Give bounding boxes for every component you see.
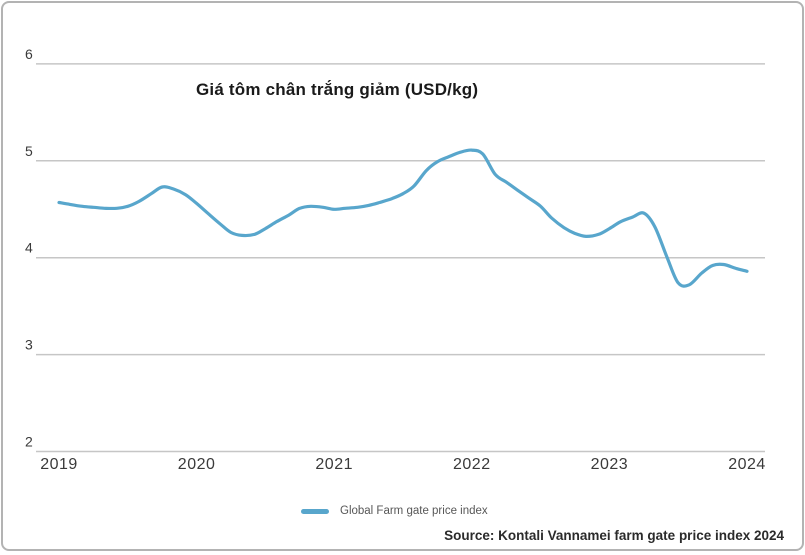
legend-swatch [301, 509, 329, 514]
price-line-chart: 2 3 4 5 6 2019 2020 2021 2022 2023 2024 [3, 3, 805, 555]
x-axis-tick-label: 2022 [453, 456, 491, 473]
y-axis-tick-label: 2 [25, 434, 33, 450]
x-axis-tick-label: 2021 [315, 456, 353, 473]
x-axis-tick-label: 2024 [728, 456, 766, 473]
x-axis-tick-label: 2019 [40, 456, 78, 473]
legend: Global Farm gate price index [301, 504, 488, 518]
source-note: Source: Kontali Vannamei farm gate price… [444, 528, 784, 543]
y-axis-tick-label: 4 [25, 240, 33, 256]
y-axis-tick-label: 3 [25, 337, 33, 353]
y-axis-tick-label: 5 [25, 143, 33, 159]
price-line [59, 150, 747, 286]
y-axis-tick-label: 6 [25, 46, 33, 62]
x-axis-tick-label: 2020 [178, 456, 216, 473]
legend-label: Global Farm gate price index [340, 505, 488, 517]
x-axis-tick-label: 2023 [591, 456, 629, 473]
